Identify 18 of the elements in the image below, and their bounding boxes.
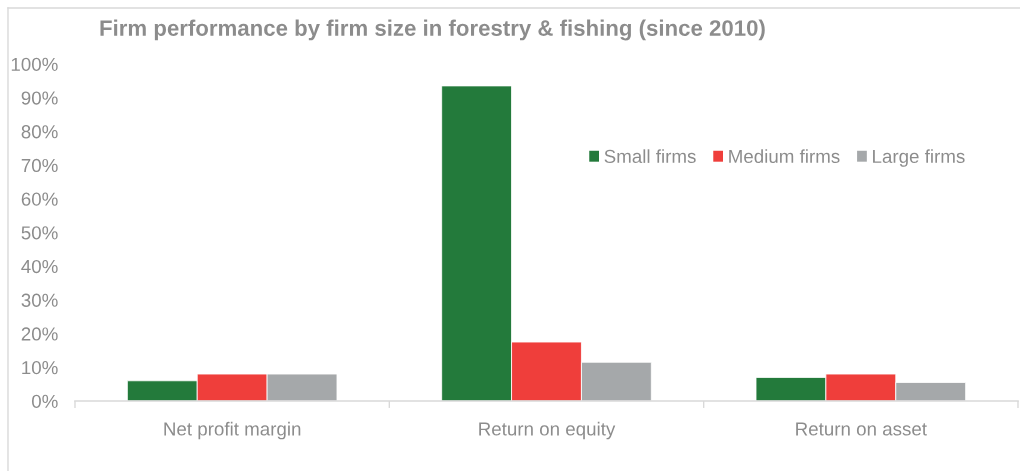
legend-label: Medium firms <box>729 149 840 164</box>
chart-title: Firm performance by firm size in forestry & fishing (since 2010) <box>100 19 765 41</box>
y-tick-label: 10% <box>22 361 58 375</box>
y-tick-label: 30% <box>21 293 58 307</box>
y-tick-label: 50% <box>21 226 58 240</box>
y-tick-label: 100% <box>11 57 58 71</box>
x-tick-label: Return on asset <box>796 422 927 436</box>
y-tick-label: 90% <box>21 91 58 105</box>
x-tick-label: Return on equity <box>479 421 616 440</box>
x-tick-label: Net profit margin <box>164 421 301 440</box>
legend-label: Small firms <box>604 149 696 164</box>
y-tick-label: 80% <box>21 125 58 139</box>
y-tick-label: 0% <box>31 394 58 408</box>
legend-label: Large firms <box>873 149 965 167</box>
y-tick-label: 70% <box>21 158 58 173</box>
y-tick-label: 60% <box>21 192 58 206</box>
y-tick-label: 20% <box>21 327 58 341</box>
y-tick-label: 40% <box>21 259 58 274</box>
